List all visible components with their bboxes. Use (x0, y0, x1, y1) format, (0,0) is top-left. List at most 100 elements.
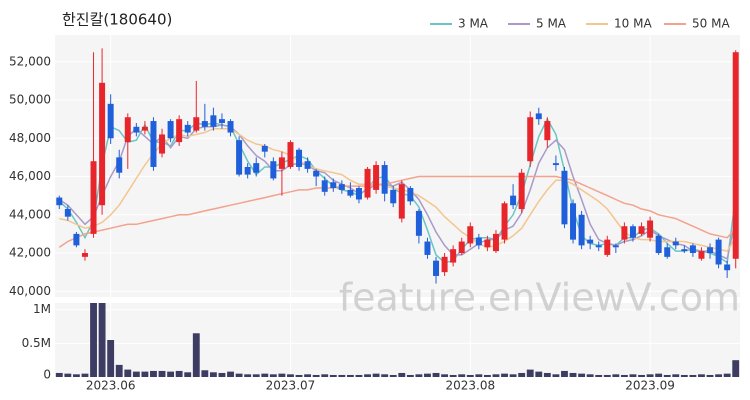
volume-bar (646, 374, 654, 377)
volume-bar (492, 374, 500, 377)
volume-bar (252, 374, 260, 377)
watermark: feature.enViewV.com (339, 276, 740, 320)
candle-body (193, 117, 200, 131)
candle-body (253, 163, 260, 173)
candle-body (552, 163, 559, 166)
candle-body (433, 260, 440, 276)
ma-line (58, 124, 737, 260)
candle-body (278, 157, 285, 169)
volume-bar (518, 372, 526, 377)
volume-bar (167, 371, 175, 377)
volume-bar (612, 374, 620, 377)
candle-body (621, 226, 628, 240)
y-tick-label: 46,000 (9, 169, 51, 183)
candle-body (236, 140, 243, 175)
volume-bar (107, 340, 115, 377)
y-tick-label: 40,000 (9, 284, 51, 298)
candle-body (604, 239, 611, 255)
candle-body (475, 237, 482, 246)
candle-body (595, 245, 602, 248)
volume-bar (312, 374, 320, 377)
volume-bar (441, 374, 449, 377)
volume-bar (458, 374, 466, 377)
volume-bar (723, 373, 731, 377)
volume-bar (124, 369, 132, 377)
volume-bar (115, 364, 123, 377)
candle-body (398, 184, 405, 219)
candle-body (484, 239, 491, 248)
candle-body (210, 115, 217, 127)
volume-bar (338, 374, 346, 377)
candle-body (227, 121, 234, 133)
candle-body (681, 249, 688, 252)
candle-body (107, 103, 114, 139)
volume-bar (381, 374, 389, 377)
volume-bar (244, 374, 252, 377)
volume-bar (732, 360, 740, 377)
candle-body (647, 220, 654, 238)
candle-body (381, 165, 388, 194)
volume-bar (346, 374, 354, 377)
volume-bar (329, 374, 337, 377)
volume-bar (535, 371, 543, 377)
candle-body (655, 235, 662, 254)
price-panel (55, 35, 740, 297)
legend-label: 10 MA (614, 17, 652, 31)
candle-body (390, 189, 397, 204)
volume-bar (432, 372, 440, 377)
y-tick-label: 1M (33, 302, 51, 316)
y-tick-label: 50,000 (9, 93, 51, 107)
legend-label: 50 MA (692, 17, 730, 31)
volume-bar (655, 373, 663, 377)
candle-body (535, 113, 542, 120)
y-tick-label: 44,000 (9, 207, 51, 221)
legend-label: 5 MA (536, 17, 567, 31)
candle-body (141, 126, 148, 131)
candle-body (355, 187, 362, 200)
candle-body (629, 226, 636, 238)
candle-body (441, 256, 448, 273)
volume-bar (81, 373, 89, 377)
candle-body (450, 249, 457, 263)
candle-body (707, 247, 714, 254)
volume-bar (132, 371, 140, 377)
y-tick-label: 52,000 (9, 54, 51, 68)
candle-body (510, 195, 517, 206)
volume-bar (192, 333, 200, 377)
y-tick-label: 48,000 (9, 131, 51, 145)
candle-body (612, 245, 619, 248)
candle-body (176, 119, 183, 143)
volume-bar (372, 373, 380, 377)
legend: 3 MA 5 MA 10 MA 50 MA (430, 17, 730, 31)
candle-body (492, 233, 499, 252)
candle-body (330, 182, 337, 188)
volume-bar (72, 374, 80, 377)
candle-body (458, 241, 465, 254)
volume-panel (55, 303, 740, 377)
ma-line (58, 175, 737, 248)
candle-body (373, 165, 380, 190)
candle-body (715, 239, 722, 265)
candle-body (518, 172, 525, 210)
volume-bar (355, 374, 363, 377)
volume-bar (689, 374, 697, 377)
volume-bar (595, 374, 603, 377)
y-tick-label: 42,000 (9, 246, 51, 260)
x-tick-label: 2023.07 (266, 379, 316, 393)
volume-bar (398, 372, 406, 377)
candle-body (73, 233, 80, 246)
candle-body (698, 251, 705, 259)
candle-body (347, 189, 354, 196)
candle-body (732, 52, 739, 259)
candle-body (64, 209, 71, 217)
volume-bar (561, 370, 568, 377)
volume-bar (278, 373, 286, 377)
volume-bar (304, 374, 312, 377)
volume-bar (603, 374, 611, 377)
volume-bar (501, 373, 508, 377)
candle-body (287, 142, 294, 167)
volume-bar (158, 370, 166, 377)
legend-label: 3 MA (458, 17, 489, 31)
candle-body (561, 170, 568, 225)
